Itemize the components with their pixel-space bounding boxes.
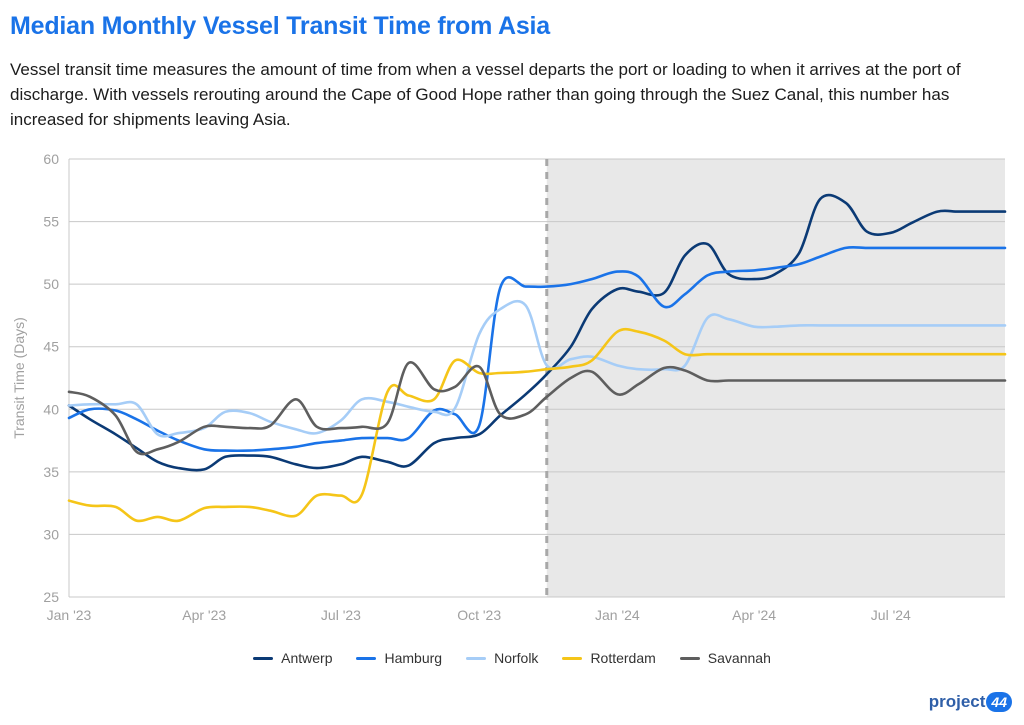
legend-swatch <box>679 656 700 660</box>
chart-subtitle: Vessel transit time measures the amount … <box>10 60 961 129</box>
legend-label: Rotterdam <box>590 650 656 666</box>
x-tick-label: Jan '23 <box>47 607 92 623</box>
chart-legend: Antwerp Hamburg Norfolk Rotterdam Savannah <box>0 650 1024 666</box>
x-tick-label: Oct '23 <box>457 607 501 623</box>
series-line-savannah <box>67 361 1007 456</box>
chart-title: Median Monthly Vessel Transit Time from … <box>10 12 550 40</box>
y-tick-label: 40 <box>43 401 59 417</box>
legend-item-norfolk: Norfolk <box>466 650 538 666</box>
x-tick-label: Jul '23 <box>321 607 361 623</box>
x-tick-label: Jul '24 <box>871 607 911 623</box>
series-line-norfolk <box>67 299 1007 438</box>
legend-label: Hamburg <box>384 650 443 666</box>
y-tick-label: 60 <box>43 151 59 167</box>
x-tick-label: Apr '23 <box>182 607 226 623</box>
legend-label: Antwerp <box>281 650 333 666</box>
shaded-region <box>546 159 1005 597</box>
legend-swatch <box>466 656 487 660</box>
x-tick-label: Apr '24 <box>732 607 776 623</box>
legend-item-rotterdam: Rotterdam <box>562 650 656 666</box>
series-line-rotterdam <box>67 327 1007 523</box>
line-chart: 25 30 35 40 45 50 55 60 Jan '23 Apr '23 Jul '23 Oct… <box>11 151 1007 623</box>
x-tick-label: Jan '24 <box>595 607 640 623</box>
legend-swatch <box>356 656 377 660</box>
y-tick-label: 50 <box>43 276 59 292</box>
series-line-hamburg <box>67 245 1007 453</box>
logo-badge: 44 <box>986 692 1012 712</box>
legend-item-antwerp: Antwerp <box>253 650 332 666</box>
y-tick-label: 45 <box>43 339 59 355</box>
logo-text: project <box>928 692 986 711</box>
legend-item-hamburg: Hamburg <box>356 650 442 666</box>
y-tick-label: 25 <box>43 589 59 605</box>
legend-item-savannah: Savannah <box>679 650 771 666</box>
legend-label: Norfolk <box>494 650 539 666</box>
y-tick-label: 30 <box>43 526 59 542</box>
series-line-antwerp <box>67 193 1007 472</box>
y-axis-label: Transit Time (Days) <box>11 317 27 439</box>
legend-swatch <box>253 656 274 660</box>
project44-logo: project 44 <box>929 692 1012 712</box>
legend-swatch <box>562 656 583 660</box>
y-tick-label: 55 <box>43 214 59 230</box>
legend-label: Savannah <box>707 650 771 666</box>
y-tick-label: 35 <box>43 464 59 480</box>
